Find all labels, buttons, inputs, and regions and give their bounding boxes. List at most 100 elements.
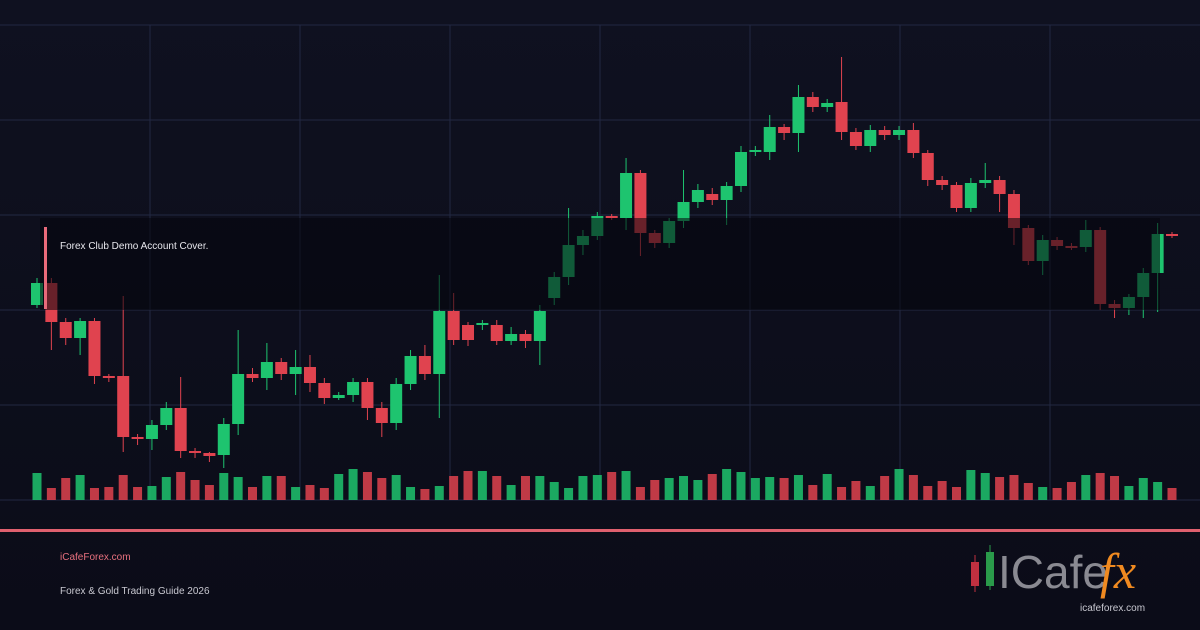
body xyxy=(102,376,115,378)
body xyxy=(347,382,360,395)
body xyxy=(921,153,934,180)
volume-bar xyxy=(679,476,689,500)
volume-bar xyxy=(621,471,631,500)
volume-bar xyxy=(1110,476,1120,500)
caption: Forex Club Demo Account Cover. xyxy=(60,241,208,252)
body xyxy=(332,395,345,398)
volume-bar xyxy=(204,485,214,500)
volume-bar xyxy=(837,487,847,500)
volume-bar xyxy=(995,477,1005,500)
body xyxy=(303,367,316,383)
caption-band xyxy=(40,218,1160,310)
body xyxy=(734,152,747,186)
volume-bar xyxy=(276,476,286,500)
volume-bar xyxy=(635,487,645,500)
body xyxy=(260,362,273,378)
volume-bar xyxy=(362,472,372,500)
volume-bar xyxy=(607,472,617,500)
body xyxy=(131,437,144,439)
body xyxy=(964,183,977,208)
volume-bar xyxy=(406,487,416,500)
body xyxy=(433,311,446,374)
body xyxy=(1166,234,1178,236)
volume-bar xyxy=(233,477,243,500)
volume-bar xyxy=(578,476,588,500)
volume-bar xyxy=(219,473,229,500)
volume-bar xyxy=(535,476,545,500)
body xyxy=(404,356,417,384)
body xyxy=(849,132,862,146)
body xyxy=(88,321,101,376)
volume-bar xyxy=(434,486,444,500)
volume-bar xyxy=(161,477,171,500)
volume-bar xyxy=(1138,478,1148,500)
volume-bar xyxy=(822,474,832,500)
volume-bar xyxy=(650,480,660,500)
volume-bar xyxy=(334,474,344,500)
body xyxy=(462,325,475,340)
body xyxy=(145,425,158,439)
body xyxy=(375,408,388,423)
body xyxy=(203,453,216,456)
volume-bar xyxy=(449,476,459,500)
volume-bar xyxy=(492,476,502,500)
body xyxy=(174,408,187,451)
body xyxy=(950,185,963,208)
body xyxy=(979,180,992,183)
volume-bar xyxy=(722,469,732,500)
volume-bar xyxy=(549,482,559,500)
body xyxy=(275,362,288,374)
volume-bar xyxy=(693,480,703,500)
volume-bar xyxy=(147,486,157,500)
body xyxy=(519,334,532,341)
volume-bar xyxy=(190,480,200,500)
volume-bar xyxy=(61,478,71,500)
body xyxy=(533,311,546,341)
volume-bar xyxy=(463,471,473,500)
volume-bar xyxy=(736,472,746,500)
volume-bar xyxy=(420,489,430,500)
volume-bar xyxy=(865,486,875,500)
volume-bar xyxy=(1038,487,1048,500)
body xyxy=(993,180,1006,194)
volume-bar xyxy=(980,473,990,500)
volume-bar xyxy=(664,478,674,500)
volume-bar xyxy=(248,487,258,500)
volume-bar xyxy=(46,488,56,500)
body xyxy=(476,323,489,325)
volume-bar xyxy=(808,485,818,500)
site: iCafeForex.com xyxy=(60,552,131,563)
body xyxy=(605,216,618,218)
body xyxy=(778,127,791,133)
volume-bar xyxy=(520,476,530,500)
volume-bar xyxy=(391,475,401,500)
body xyxy=(505,334,518,341)
body xyxy=(160,408,173,425)
volume-bar xyxy=(1153,482,1163,500)
volume-bar xyxy=(118,475,128,500)
volume-bar xyxy=(305,485,315,500)
volume-bar xyxy=(319,488,329,500)
volume-bar xyxy=(908,475,918,500)
volume-bar xyxy=(1095,473,1105,500)
body xyxy=(878,130,891,135)
body xyxy=(936,180,949,185)
volume-bar xyxy=(894,469,904,500)
body xyxy=(289,367,302,374)
volume-bar xyxy=(592,475,602,500)
volume-bar xyxy=(779,478,789,500)
volume-bar xyxy=(1081,475,1091,500)
volume-bar xyxy=(506,485,516,500)
volume-bar xyxy=(937,481,947,500)
body xyxy=(74,321,87,338)
volume-bar xyxy=(262,476,272,500)
volume-bar xyxy=(32,473,42,500)
volume-bar xyxy=(750,478,760,500)
volume-bar xyxy=(348,469,358,500)
volume-bar xyxy=(564,488,574,500)
volume-bar xyxy=(880,476,890,500)
volume-bar xyxy=(793,475,803,500)
volume-bar xyxy=(75,475,85,500)
body xyxy=(749,150,762,152)
body xyxy=(893,130,906,135)
